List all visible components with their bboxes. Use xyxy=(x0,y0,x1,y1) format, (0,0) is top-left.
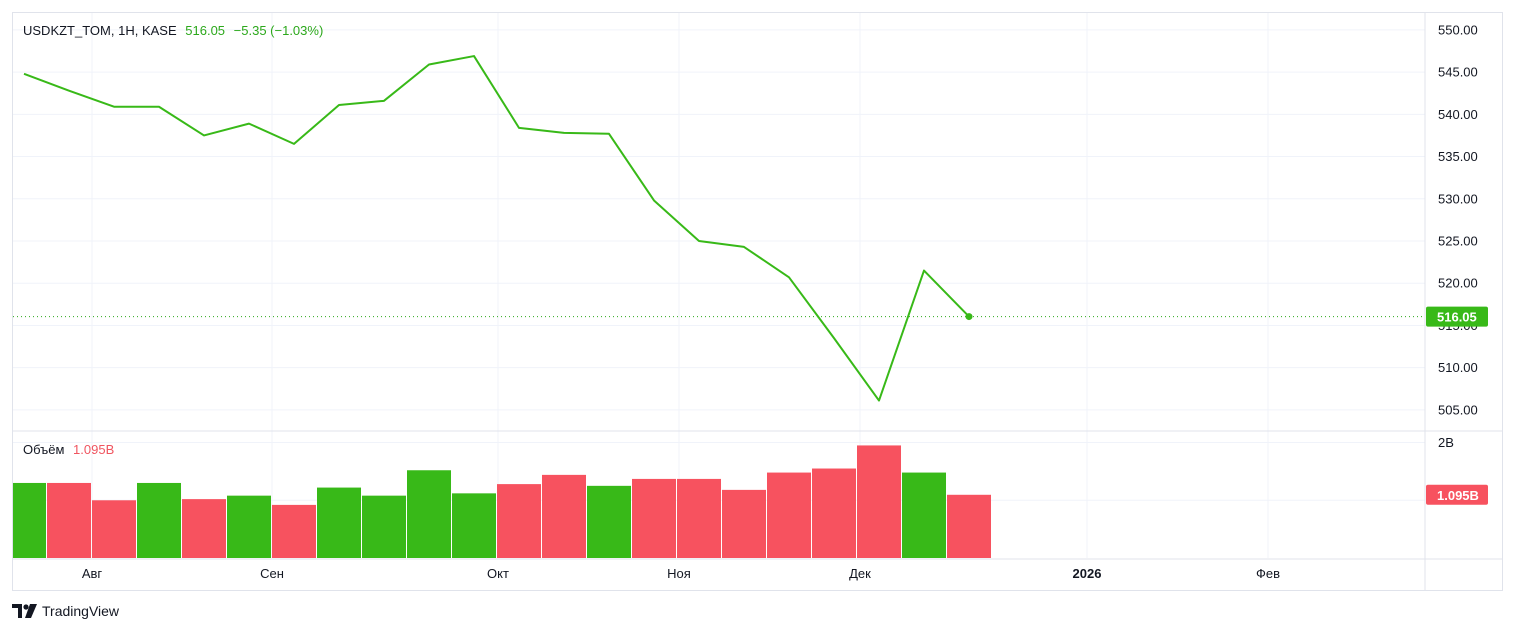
tradingview-logo-icon xyxy=(12,604,37,618)
volume-label: Объём xyxy=(23,442,65,457)
last-price-badge-label: 516.05 xyxy=(1437,310,1477,325)
volume-bar xyxy=(722,489,766,558)
price-axis-label: 520.00 xyxy=(1438,276,1478,291)
time-axis-label: Сен xyxy=(260,566,284,581)
time-axis-label: Авг xyxy=(82,566,103,581)
volume-last-badge xyxy=(1426,484,1488,505)
price-legend: USDKZT_TOM, 1H, KASE 516.05 −5.35 (−1.03… xyxy=(23,23,328,38)
volume-value-label: 1.095B xyxy=(73,442,115,457)
last-price-label: 516.05 xyxy=(185,23,226,38)
time-axis-label: Дек xyxy=(849,566,871,581)
volume-axis-label: 2B xyxy=(1438,435,1454,450)
price-axis-label: 525.00 xyxy=(1438,234,1478,249)
volume-bar xyxy=(272,504,316,558)
volume-bar xyxy=(902,472,946,558)
volume-bar xyxy=(677,478,721,558)
volume-bar xyxy=(812,468,856,558)
chart-canvas[interactable]: 550.00 545.00 540.00 535.00 530.00 525.00 520.… xyxy=(13,13,1503,591)
volume-bar xyxy=(452,493,496,558)
symbol-label: USDKZT_TOM, 1H, KASE xyxy=(23,23,177,38)
last-price-marker xyxy=(965,313,973,321)
volume-bar xyxy=(227,495,271,558)
volume-bar xyxy=(632,478,676,558)
volume-bar xyxy=(497,484,541,558)
volume-last-badge-label: 1.095B xyxy=(1437,488,1479,503)
chart-frame[interactable]: 550.00 545.00 540.00 535.00 530.00 525.00 520.… xyxy=(12,12,1503,591)
time-axis-label: Фев xyxy=(1256,566,1280,581)
volume-legend: Объём 1.095B xyxy=(23,442,119,457)
price-axis-label: 530.00 xyxy=(1438,191,1478,206)
volume-bar xyxy=(47,482,91,558)
price-change-label: −5.35 (−1.03%) xyxy=(233,23,324,38)
volume-bar xyxy=(182,499,226,558)
time-axis-label: Ноя xyxy=(667,566,691,581)
volume-bar xyxy=(587,485,631,558)
price-axis-label: 510.00 xyxy=(1438,360,1478,375)
volume-bar xyxy=(317,487,361,558)
volume-bar xyxy=(13,482,46,558)
brand-name: TradingView xyxy=(42,603,120,619)
tradingview-brand[interactable]: TradingView xyxy=(12,603,119,619)
volume-bar xyxy=(92,500,136,558)
price-axis-label: 535.00 xyxy=(1438,149,1478,164)
volume-bar xyxy=(137,482,181,558)
volume-bar xyxy=(857,445,901,558)
volume-bar xyxy=(362,495,406,558)
volume-bar xyxy=(767,472,811,558)
time-axis-label: 2026 xyxy=(1073,566,1102,581)
price-series-line xyxy=(23,55,970,402)
volume-bar xyxy=(407,470,451,558)
time-axis-label: Окт xyxy=(487,566,509,581)
last-price-badge xyxy=(1426,306,1488,327)
volume-bar xyxy=(542,474,586,558)
price-axis-label: 505.00 xyxy=(1438,402,1478,417)
price-axis-label: 540.00 xyxy=(1438,107,1478,122)
price-axis-label: 545.00 xyxy=(1438,65,1478,80)
volume-bar xyxy=(947,494,991,558)
price-axis-label: 550.00 xyxy=(1438,22,1478,37)
